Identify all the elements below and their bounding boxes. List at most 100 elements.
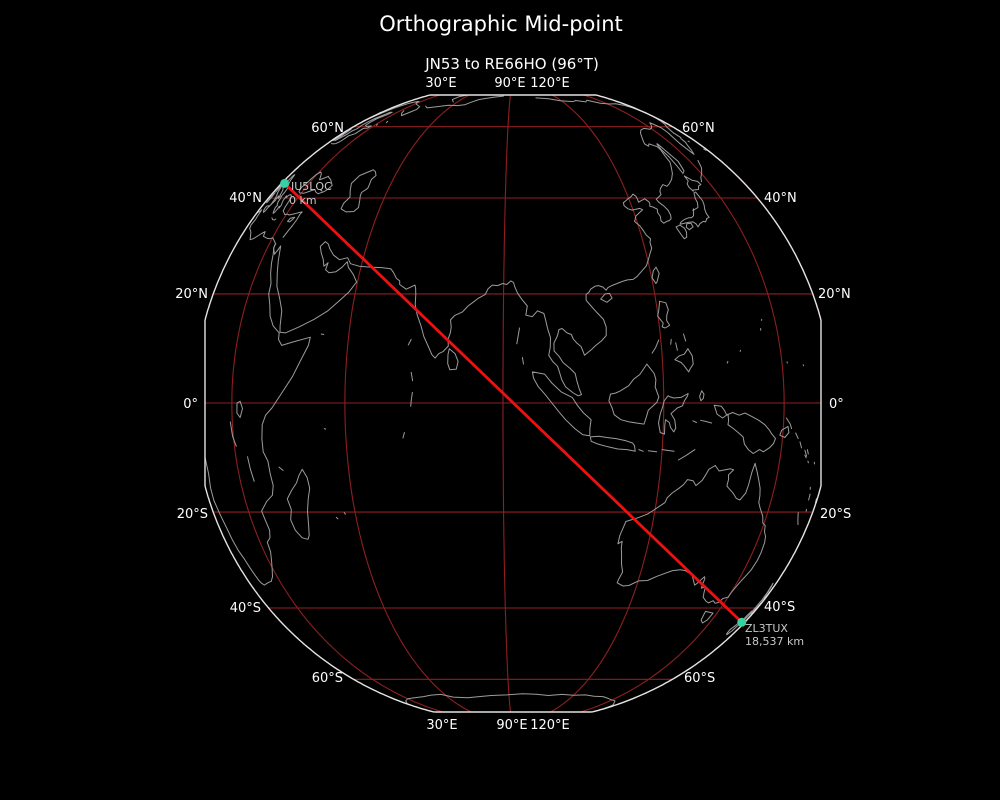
- label-layer: 60°N 40°N 20°N 0° 20°S 40°S 60°S 60°N 40°N 20°N 0°…: [175, 76, 851, 733]
- coastline: [685, 222, 694, 231]
- coastline: [700, 610, 714, 624]
- coastline: [807, 460, 809, 464]
- coastline: [657, 300, 671, 329]
- grid-label: 20°N: [175, 287, 208, 302]
- coastline: [700, 419, 713, 424]
- coastline: [323, 428, 327, 430]
- marker-layer: [280, 178, 747, 627]
- coastline: [679, 191, 710, 228]
- great-circle-path: [283, 182, 743, 624]
- coastline: [425, 95, 504, 109]
- coastline: [275, 184, 283, 193]
- grid-label: 90°E: [494, 76, 525, 91]
- coastline: [795, 432, 799, 440]
- coastline: [278, 466, 284, 471]
- coastline: [263, 205, 270, 213]
- coastline: [229, 421, 237, 447]
- coastline: [447, 348, 459, 371]
- start-distance-label: 0 km: [289, 194, 317, 207]
- coastline: [402, 432, 405, 439]
- grid-label: 90°E: [496, 718, 527, 733]
- grid-label: 20°S: [820, 507, 851, 522]
- coastline: [697, 159, 703, 183]
- coastline: [298, 171, 333, 195]
- coastline: [407, 338, 412, 346]
- grid-label: 120°E: [530, 76, 570, 91]
- graticule-meridian: [513, 95, 785, 712]
- start-callsign-label: IU5LQC: [291, 180, 332, 193]
- coastline: [656, 143, 685, 174]
- coastline: [692, 420, 697, 423]
- grid-label: 40°S: [230, 601, 261, 616]
- grid-label: 20°S: [177, 507, 208, 522]
- coastline: [687, 140, 690, 143]
- grid-label: 120°E: [530, 718, 570, 733]
- coastline: [451, 95, 469, 103]
- coastline: [268, 174, 303, 238]
- coastline: [600, 292, 613, 303]
- coastline: [677, 449, 696, 461]
- grid-label: 60°N: [311, 121, 344, 136]
- graticule-meridian: [231, 95, 513, 712]
- coastline: [670, 338, 672, 345]
- coastline: [400, 693, 616, 712]
- coastline: [647, 450, 658, 453]
- coastline: [410, 371, 414, 382]
- page-title: Orthographic Mid-point: [379, 12, 623, 36]
- grid-label: 60°S: [684, 671, 715, 686]
- coastline: [674, 348, 694, 373]
- coastline: [343, 512, 346, 515]
- coastline: [804, 454, 807, 459]
- coastline: [703, 148, 707, 151]
- coastline: [236, 400, 243, 418]
- coastline: [683, 333, 687, 342]
- coastline: [335, 516, 339, 520]
- grid-label: 40°S: [764, 600, 795, 615]
- coastline: [247, 456, 255, 482]
- coastline: [806, 449, 809, 455]
- coastline: [808, 493, 811, 501]
- grid-label: 30°E: [426, 718, 457, 733]
- grid-label: 0°: [829, 397, 844, 412]
- coastline: [804, 449, 808, 457]
- coastline: [516, 327, 520, 345]
- coastline: [521, 357, 524, 365]
- grid-label: 40°N: [229, 191, 262, 206]
- coastline: [589, 435, 636, 452]
- coastline: [651, 266, 660, 284]
- coastline: [779, 425, 790, 438]
- grid-label: 30°E: [425, 76, 456, 91]
- start-marker: [280, 178, 290, 188]
- coastline: [320, 333, 325, 335]
- coastline: [785, 417, 793, 430]
- grid-label: 0°: [183, 397, 198, 412]
- coastline: [616, 462, 766, 604]
- coastline: [661, 449, 675, 452]
- grid-label: 40°N: [764, 191, 797, 206]
- route-layer: [283, 182, 743, 624]
- coastline: [638, 449, 644, 452]
- coastline: [726, 360, 729, 364]
- coastline: [675, 224, 688, 240]
- grid-label: 60°N: [682, 121, 715, 136]
- coastline: [713, 404, 776, 454]
- coastline: [658, 393, 689, 435]
- coastline: [266, 192, 276, 204]
- graticule-meridian: [502, 95, 514, 712]
- coastline: [340, 169, 377, 213]
- coastline: [675, 342, 678, 351]
- coastline: [699, 390, 705, 402]
- end-distance-label: 18,537 km: [745, 635, 804, 648]
- coastline: [651, 339, 660, 354]
- coastline: [531, 371, 592, 437]
- grid-label: 60°S: [312, 671, 343, 686]
- coastline: [331, 100, 421, 145]
- coastline: [286, 468, 311, 540]
- coastline: [273, 114, 695, 397]
- end-marker: [737, 617, 747, 627]
- coastline: [205, 209, 311, 586]
- coastline: [376, 123, 378, 126]
